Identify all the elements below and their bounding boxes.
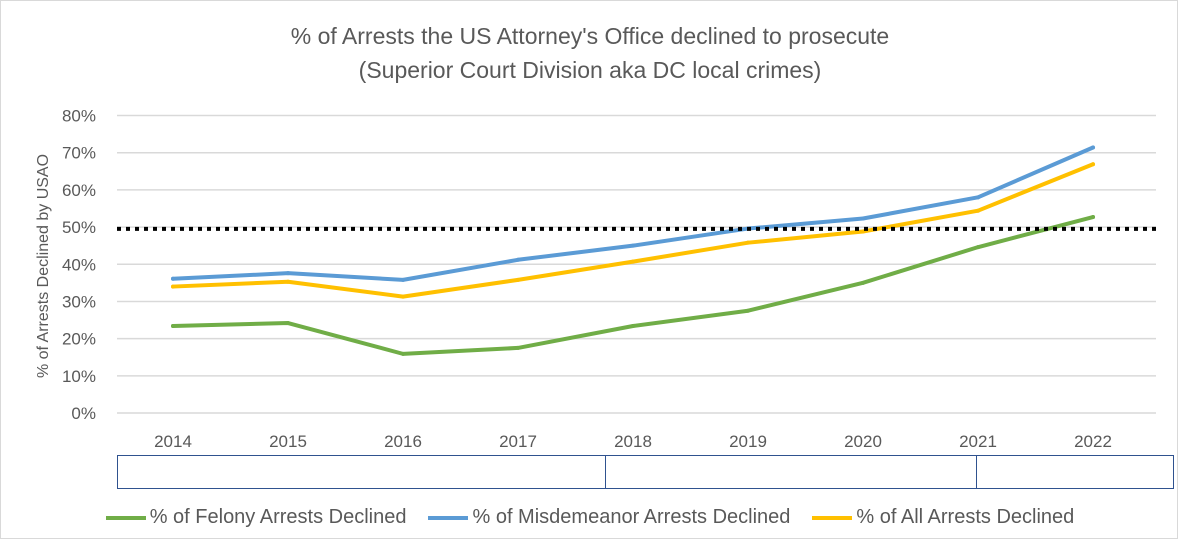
data-point (976, 245, 980, 250)
legend-label: % of All Arrests Declined (856, 506, 1075, 528)
y-tick-label: 0% (71, 404, 96, 423)
y-tick-label: 40% (62, 255, 96, 274)
period-obama: Obama Appointees (117, 455, 606, 489)
x-tick-label: 2015 (269, 432, 307, 451)
x-tick-label: 2020 (844, 432, 882, 451)
data-point (976, 208, 980, 213)
x-tick-label: 2018 (614, 432, 652, 451)
data-point (1091, 215, 1095, 220)
legend-swatch (428, 515, 469, 520)
data-point (516, 257, 520, 262)
data-point (631, 259, 635, 264)
y-tick-label: 70% (62, 144, 96, 163)
legend-all: % of All Arrests Declined (812, 506, 1074, 529)
y-tick-label: 50% (62, 218, 96, 237)
data-point (516, 277, 520, 282)
data-point (976, 195, 980, 200)
y-axis-label: % of Arrests Declined by USAO (35, 154, 52, 378)
data-point (746, 308, 750, 313)
data-point (1091, 145, 1095, 150)
legend-label: % of Felony Arrests Declined (149, 506, 407, 528)
data-point (286, 271, 290, 276)
y-tick-label: 10% (62, 367, 96, 386)
legend: % of Felony Arrests Declined % of Misdem… (1, 506, 1177, 529)
period-label: Trump Appointees (718, 461, 864, 482)
legend-label: % of Misdemeanor Arrests Declined (472, 506, 791, 528)
y-tick-label: 60% (62, 181, 96, 200)
legend-misdemeanor: % of Misdemeanor Arrests Declined (428, 506, 790, 529)
data-point (401, 277, 405, 282)
x-tick-label: 2014 (154, 432, 192, 451)
data-point (516, 345, 520, 350)
y-tick-label: 80% (62, 107, 96, 126)
legend-swatch (812, 515, 853, 520)
data-point (171, 284, 175, 289)
period-label: Biden Appointees (1004, 461, 1146, 482)
y-tick-label: 20% (62, 330, 96, 349)
data-point (746, 240, 750, 245)
data-point (171, 276, 175, 281)
y-tick-label: 30% (62, 292, 96, 311)
data-point (1091, 162, 1095, 167)
data-point (171, 323, 175, 328)
data-point (631, 323, 635, 328)
data-point (631, 243, 635, 248)
chart-subtitle: (Superior Court Division aka DC local cr… (358, 57, 822, 83)
x-tick-label: 2021 (959, 432, 997, 451)
data-point (286, 279, 290, 284)
x-tick-label: 2019 (729, 432, 767, 451)
data-point (286, 321, 290, 326)
data-point (861, 216, 865, 221)
period-label: Obama Appointees (284, 461, 439, 482)
period-trump: Trump Appointees (605, 455, 977, 489)
legend-felony: % of Felony Arrests Declined (105, 506, 407, 529)
x-tick-label: 2017 (499, 432, 537, 451)
legend-swatch (105, 515, 146, 520)
x-tick-label: 2016 (384, 432, 422, 451)
x-tick-label: 2022 (1074, 432, 1112, 451)
chart-title: % of Arrests the US Attorney's Office de… (290, 23, 890, 49)
data-point (861, 280, 865, 285)
period-biden: Biden Appointees (976, 455, 1174, 489)
data-point (401, 294, 405, 299)
data-point (401, 351, 405, 356)
